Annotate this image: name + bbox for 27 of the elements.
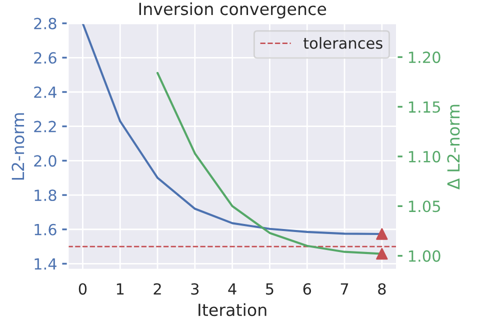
y-tick-label: 1.8 [34, 189, 56, 202]
y-tick-label: 2.6 [34, 52, 56, 64]
y2-tick-label: 1.20 [408, 52, 440, 64]
y-axis-title: L2-norm [12, 113, 24, 180]
x-tick-label: 0 [78, 283, 87, 295]
y-tick-label: 2.0 [34, 155, 56, 167]
x-tick-label: 6 [303, 283, 312, 295]
x-tick-label: 7 [340, 283, 348, 295]
y-tick-label: 2.4 [34, 86, 56, 98]
x-tick-label: 5 [266, 283, 274, 295]
y2-axis-title: Δ L2-norm [447, 104, 460, 190]
x-tick-label: 3 [191, 283, 199, 295]
x-axis-title: Iteration [198, 303, 266, 316]
y-tick-label: 1.4 [34, 258, 56, 270]
y2-tick-label: 1.00 [408, 250, 440, 262]
x-tick-label: 1 [116, 283, 124, 295]
x-tick-label: 8 [378, 283, 386, 295]
x-tick-label: 4 [228, 283, 236, 295]
legend-label: tolerances [303, 37, 382, 49]
y-tick-label: 2.8 [34, 18, 56, 30]
y2-tick-label: 1.15 [408, 101, 440, 113]
y2-tick-label: 1.10 [408, 150, 440, 162]
x-tick-label: 2 [154, 283, 161, 295]
y-tick-label: 1.6 [34, 224, 56, 236]
y2-tick-label: 1.05 [408, 200, 440, 212]
y-tick-label: 2.2 [34, 120, 56, 132]
chart-title: Inversion convergence [139, 2, 326, 18]
